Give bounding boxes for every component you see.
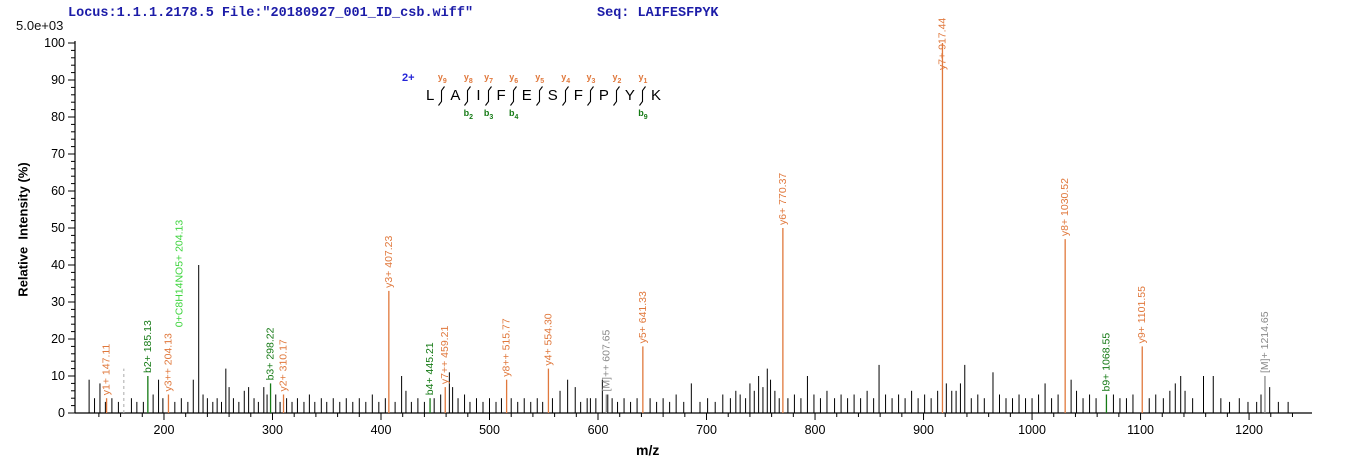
base-peak-intensity-label: 5.0e+03 [16,18,64,33]
peak-label: y1+ 147.11 [101,344,113,396]
fragment-gap-3: y7 b3 [483,72,495,121]
x-axis-tick-label: 500 [479,423,500,437]
fragmentation-divider-icon [509,86,517,106]
fragmentation-divider-icon [464,86,472,106]
fragment-gap-2: y8 b2 [462,72,474,121]
y-ion-label: y6 [509,72,519,85]
x-axis-tick-label: 300 [262,423,283,437]
fragmentation-divider-icon [561,86,569,106]
residue-y-9: Y [624,87,635,104]
peak-label: y4+ 554.30 [542,313,554,365]
b-ion-label: b9 [638,108,648,121]
y-ion-label: y5 [535,72,545,85]
x-axis-tick-label: 600 [588,423,609,437]
sequence-header: Seq: LAIFESFPYK [597,6,719,21]
residue-a-2: A [450,87,461,104]
peak-label: y7+ 917.44 [936,18,948,70]
peak-label: y3++ 204.13 [162,333,174,392]
peak-label-secondary: 0+C8H14NO5+ 204.13 [173,220,185,328]
y-axis-tick-label: 100 [44,36,65,50]
fragment-gap-9: y1 b9 [637,72,649,121]
y-axis-tick-label: 30 [51,295,65,309]
peak-label: y7++ 459.21 [439,326,451,385]
y-axis-tick-label: 80 [51,110,65,124]
peak-label: b9+ 1068.55 [1100,333,1112,392]
peak-label: y5+ 641.33 [637,291,649,343]
x-axis-tick-label: 700 [696,423,717,437]
x-axis-tick-label: 200 [154,423,175,437]
peak-label: [M]+ 1214.65 [1259,311,1271,373]
b-ion-label: b2 [463,108,474,121]
b-ion-label: b4 [509,108,519,121]
peak-label: [M]++ 607.65 [600,329,612,391]
peak-label: b3+ 298.22 [265,327,277,380]
x-axis-tick-label: 800 [805,423,826,437]
y-ion-label: y9 [437,72,447,85]
fragment-gap-7: y3 [585,72,597,120]
residue-k-10: K [650,87,661,104]
peak-label: y8+ 1030.52 [1059,178,1071,236]
residue-i-3: I [476,87,481,104]
x-axis-tick-label: 1100 [1127,423,1154,437]
residue-l-1: L [426,87,435,104]
fragment-gap-6: y4 [560,72,572,120]
fragmentation-divider-icon [438,86,446,106]
x-axis-tick-label: 900 [913,423,934,437]
residue-f-4: F [496,87,506,104]
b-ion-label: b3 [483,108,494,121]
residue-p-8: P [598,87,609,104]
fragmentation-divider-icon [638,86,646,106]
y-axis-tick-label: 0 [58,406,65,420]
peak-label: b2+ 185.13 [142,320,154,373]
peak-label: b4+ 445.21 [424,342,436,395]
x-axis-tick-label: 400 [371,423,392,437]
y-axis-tick-label: 10 [51,369,65,383]
y-ion-label: y3 [586,72,596,85]
peak-label: y3+ 407.23 [383,235,395,287]
y-axis-tick-label: 60 [51,184,65,198]
y-axis-tick-label: 40 [51,258,65,272]
residue-e-5: E [521,87,532,104]
fragmentation-divider-icon [535,86,543,106]
y-ion-label: y1 [638,72,648,85]
fragment-gap-1: y9 [436,72,448,120]
y-ion-label: y4 [561,72,571,85]
y-axis-tick-label: 50 [51,221,65,235]
peak-label: y8++ 515.77 [501,318,513,377]
y-ion-label: y7 [484,72,493,85]
x-axis-tick-label: 1000 [1018,423,1046,437]
fragment-gap-5: y5 [534,72,546,120]
y-axis-tick-label: 70 [51,147,65,161]
residue-f-7: F [573,87,583,104]
locus-file-header: Locus:1.1.1.2178.5 File:"20180927_001_ID… [68,6,474,21]
fragment-gap-8: y2 [611,72,623,120]
fragmentation-divider-icon [612,86,620,106]
y-axis-tick-label: 20 [51,332,65,346]
peak-label: y9+ 1101.55 [1136,286,1148,343]
peak-label: y6+ 770.37 [777,173,789,225]
x-axis-tick-label: 1200 [1235,423,1263,437]
peak-label: y2+ 310.17 [278,339,290,391]
precursor-charge-label: 2+ [402,72,415,84]
fragmentation-divider-icon [586,86,594,106]
y-axis-tick-label: 90 [51,73,65,87]
fragmentation-divider-icon [484,86,492,106]
y-ion-label: y2 [612,72,622,85]
x-axis-title: m/z [636,442,660,458]
y-ion-label: y8 [463,72,473,85]
fragment-gap-4: y6 b4 [508,72,520,121]
residue-s-6: S [547,87,558,104]
